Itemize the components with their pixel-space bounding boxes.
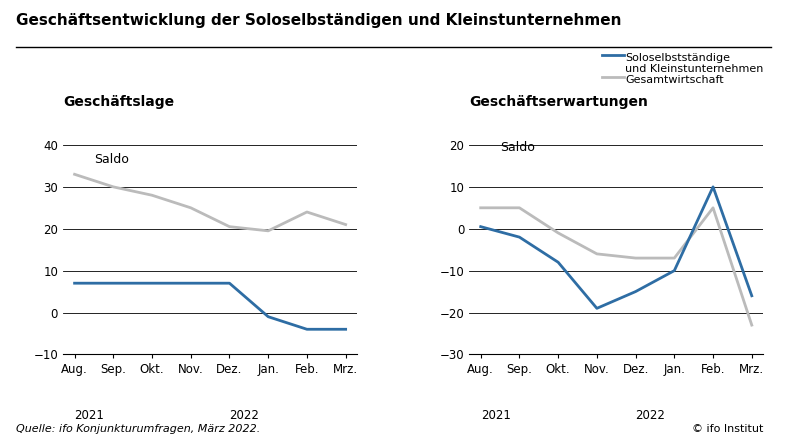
Text: © ifo Institut: © ifo Institut (692, 424, 763, 434)
Text: 2022: 2022 (230, 409, 260, 422)
Text: Quelle: ifo Konjunkturumfragen, März 2022.: Quelle: ifo Konjunkturumfragen, März 202… (16, 424, 260, 434)
Text: Saldo: Saldo (94, 153, 129, 167)
Text: 2021: 2021 (75, 409, 105, 422)
Text: und Kleinstunternehmen: und Kleinstunternehmen (625, 64, 763, 74)
Text: Gesamtwirtschaft: Gesamtwirtschaft (625, 75, 724, 85)
Text: Soloselbstständige: Soloselbstständige (625, 53, 730, 63)
Text: 2021: 2021 (481, 409, 511, 422)
Text: Saldo: Saldo (500, 141, 535, 154)
Text: Geschäftsentwicklung der Soloselbständigen und Kleinstunternehmen: Geschäftsentwicklung der Soloselbständig… (16, 13, 621, 28)
Text: Geschäftserwartungen: Geschäftserwartungen (469, 94, 648, 109)
Text: 2022: 2022 (636, 409, 666, 422)
Text: Geschäftslage: Geschäftslage (63, 94, 174, 109)
